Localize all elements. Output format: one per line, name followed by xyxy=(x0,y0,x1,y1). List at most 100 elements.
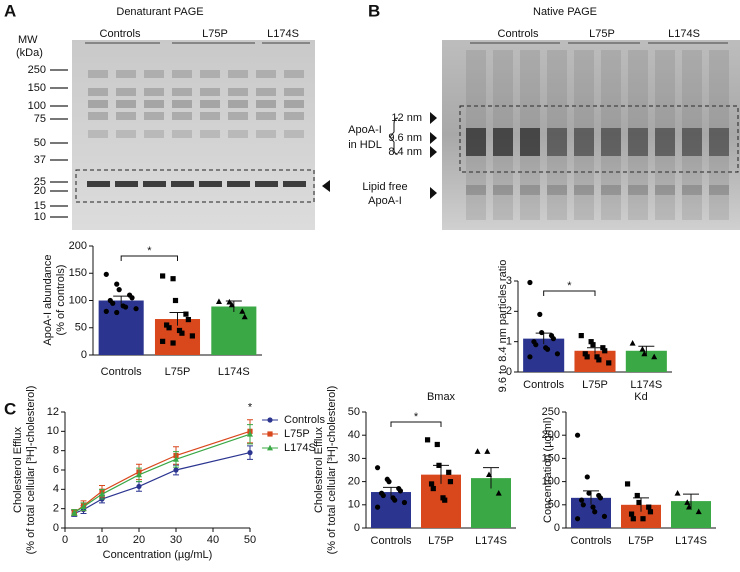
blot-band xyxy=(144,100,164,108)
data-point xyxy=(695,508,702,515)
blot-band xyxy=(256,112,276,120)
data-point xyxy=(133,306,139,312)
chart-title: Kd xyxy=(634,391,647,403)
blot-band xyxy=(682,185,702,195)
blot-band xyxy=(520,185,540,195)
x-tick-label: L174S xyxy=(475,535,507,547)
data-point xyxy=(596,357,602,363)
data-point xyxy=(647,509,654,515)
y-tick-label: 0 xyxy=(506,366,512,378)
x-axis-label: Concentration (µg/mL) xyxy=(103,549,213,561)
data-point xyxy=(588,339,594,345)
data-point xyxy=(80,503,87,510)
blot-title: Native PAGE xyxy=(533,6,597,18)
band-box xyxy=(75,169,315,203)
blot-band xyxy=(172,88,192,96)
data-point xyxy=(239,308,246,314)
arrowhead xyxy=(430,112,437,199)
data-point xyxy=(486,471,492,478)
mw-marker: 75 xyxy=(34,113,46,125)
y-tick-label: 50 xyxy=(75,322,87,334)
y-tick-label: 8 xyxy=(53,445,59,457)
data-point xyxy=(594,354,600,360)
data-point xyxy=(136,471,142,478)
data-point xyxy=(527,279,533,286)
x-tick-label: Controls xyxy=(523,379,564,391)
mw-marker: 10 xyxy=(34,211,46,223)
legend-label: L174S xyxy=(284,442,316,454)
y-tick-label: 4 xyxy=(53,483,59,495)
significance-label: * xyxy=(414,411,419,423)
data-point xyxy=(628,511,635,517)
free-label: Lipid free xyxy=(362,181,407,193)
data-point xyxy=(170,276,176,282)
mw-marker: 150 xyxy=(28,82,46,94)
blot-band xyxy=(172,70,192,78)
mw-marker: 50 xyxy=(34,137,46,149)
x-tick-label: L75P xyxy=(165,366,191,378)
blot-band xyxy=(574,185,594,195)
blot-band xyxy=(200,88,220,96)
data-point xyxy=(474,448,481,454)
data-point xyxy=(533,342,539,348)
x-tick-label: L75P xyxy=(628,535,654,547)
data-point xyxy=(401,499,408,506)
data-point xyxy=(550,336,557,342)
y-tick-label: 2 xyxy=(53,503,59,515)
data-point xyxy=(646,504,652,510)
data-point xyxy=(590,342,596,348)
data-point xyxy=(629,339,636,346)
data-point xyxy=(183,311,189,317)
y-axis-label: Concentration (µg/ml) xyxy=(542,417,554,523)
blot-band xyxy=(628,128,648,156)
significance-bracket xyxy=(543,290,596,296)
mw-marker: 25 xyxy=(34,176,46,188)
error-bar xyxy=(638,345,655,356)
data-point xyxy=(110,300,116,306)
data-point xyxy=(639,346,646,352)
data-point xyxy=(544,346,551,352)
data-point xyxy=(600,345,606,351)
blot-band xyxy=(547,128,567,156)
data-point xyxy=(123,304,129,310)
y-tick-label: 100 xyxy=(69,294,87,306)
bracket xyxy=(389,117,399,155)
blot-band xyxy=(228,112,248,120)
group-label: Controls xyxy=(100,28,141,40)
data-point xyxy=(434,441,440,448)
y-axis-label: (% of total cellular [³H]-cholesterol) xyxy=(326,386,338,555)
y-tick-label: 10 xyxy=(47,425,59,437)
data-point xyxy=(686,503,692,510)
blot-band xyxy=(283,181,306,187)
data-point xyxy=(164,322,170,328)
blot-band xyxy=(284,112,304,120)
data-point xyxy=(641,350,648,357)
data-point xyxy=(597,495,604,501)
data-point xyxy=(228,301,235,308)
blot-band xyxy=(199,181,222,187)
mw-marker: 20 xyxy=(34,185,46,197)
y-tick-label: 200 xyxy=(542,429,560,441)
significance-bracket xyxy=(390,421,442,427)
blot-band xyxy=(200,130,220,138)
blot-band xyxy=(574,128,594,156)
y-axis-label: Cholesterol Efflux xyxy=(12,427,24,514)
mw-label: MW xyxy=(18,34,38,46)
blot-band xyxy=(493,185,513,195)
blot-band xyxy=(601,128,621,156)
data-point xyxy=(537,311,543,317)
panel-label: C xyxy=(4,399,16,418)
data-point xyxy=(580,502,586,508)
data-point xyxy=(129,295,135,301)
data-point xyxy=(267,417,273,423)
data-point xyxy=(584,354,590,360)
data-point xyxy=(99,490,105,497)
data-point xyxy=(592,509,598,515)
data-point xyxy=(495,490,502,496)
blot-band xyxy=(228,100,248,108)
blot-band xyxy=(88,130,108,138)
blot-band xyxy=(116,70,136,78)
blot-band xyxy=(144,130,164,138)
blot-band xyxy=(171,181,194,187)
x-tick-label: 30 xyxy=(170,534,182,546)
